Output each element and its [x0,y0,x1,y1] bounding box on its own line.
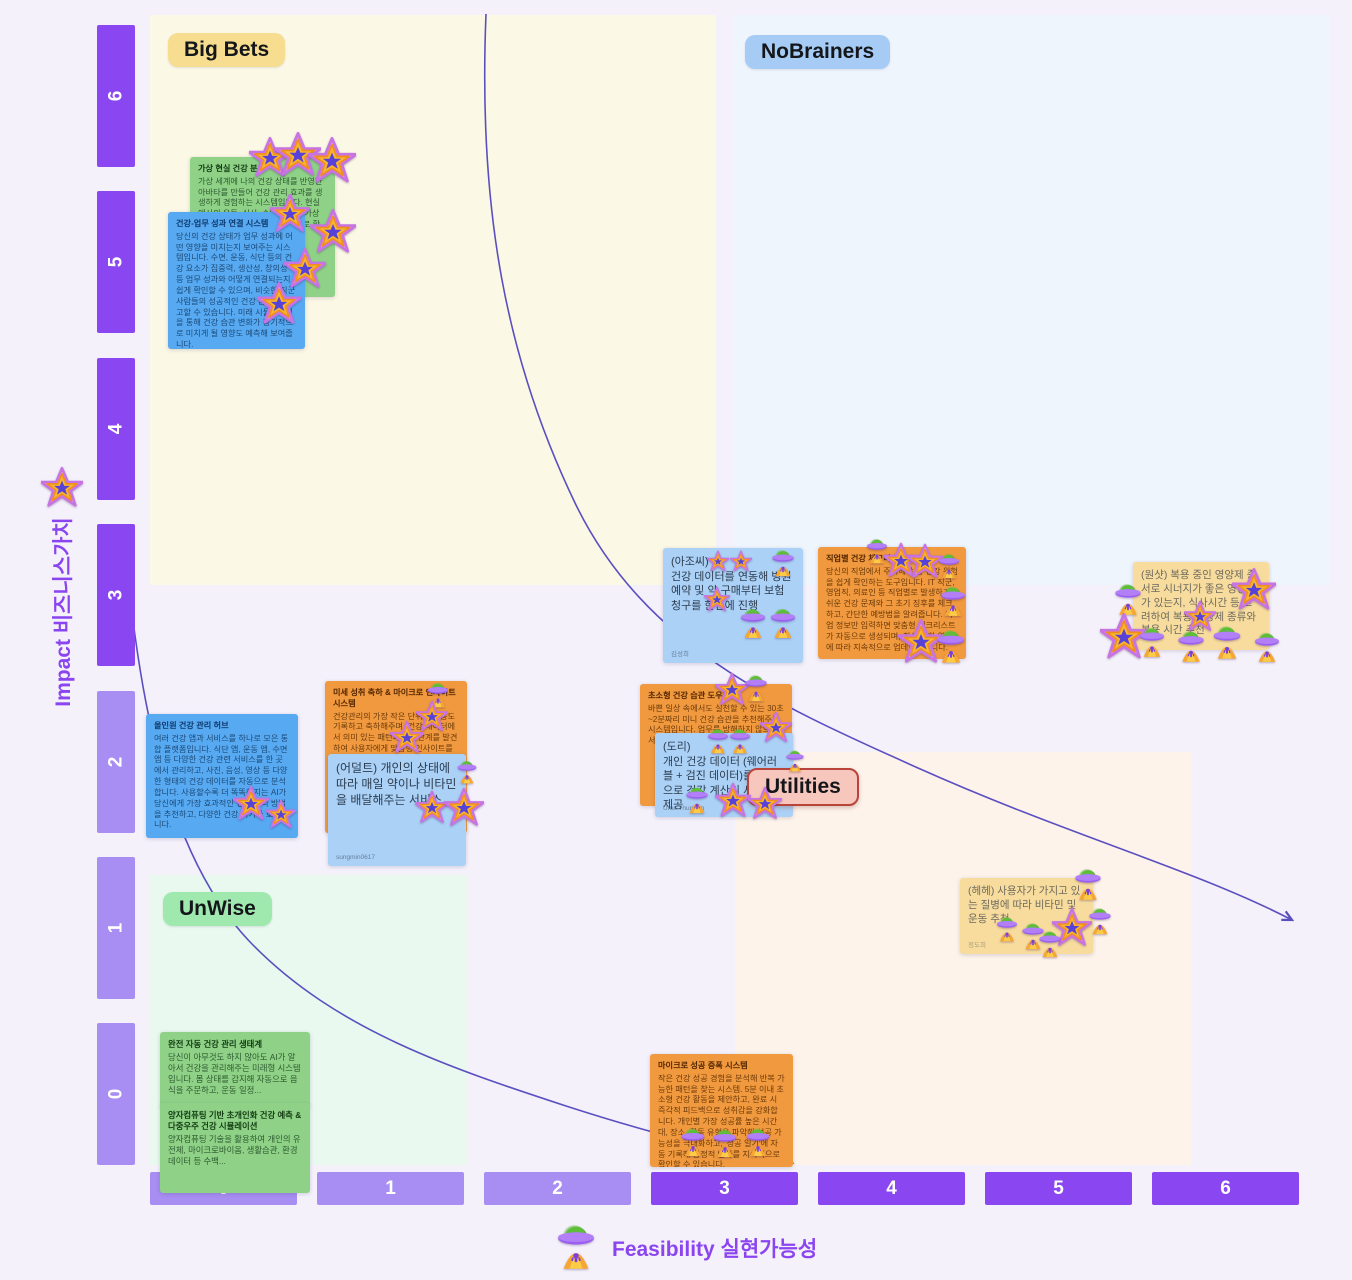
note-author: sungmin0617 [336,854,376,862]
star-sticker[interactable] [270,193,310,233]
ufo-sticker[interactable] [934,550,964,580]
star-sticker[interactable] [257,281,301,325]
ufo-sticker[interactable] [708,1125,742,1159]
note-title: 가상 현실 건강 분신 [198,164,266,173]
note-body: 당신의 건강 상태가 업무 성과에 어떤 영향을 미치는지 보여주는 시스템입니… [176,231,296,349]
x-tick-6: 6 [1152,1172,1299,1205]
ufo-sticker[interactable] [1249,628,1285,664]
x-tick-4: 4 [818,1172,965,1205]
quadrant-nobrainers-bg [733,15,1330,585]
ufo-sticker[interactable] [1172,626,1210,664]
star-sticker[interactable] [748,786,782,820]
y-tick-2: 2 [97,690,135,833]
ufo-sticker[interactable] [1207,621,1247,661]
y-axis-label: Impact 비즈니스가치 [52,517,75,707]
star-sticker[interactable] [308,136,356,184]
x-tick-5: 5 [985,1172,1132,1205]
star-sticker[interactable] [41,466,83,508]
ufo-sticker[interactable] [681,783,713,815]
ufo-sticker[interactable] [935,582,971,618]
ufo-sticker[interactable] [765,604,801,640]
quadrant-label-nobrainers[interactable]: NoBrainers [745,35,891,69]
sticky-note-quantum-health-sim[interactable]: 양자컴퓨팅 기반 초개인화 건강 예측 & 다중우주 건강 시뮬레이션 양자컴퓨팅… [160,1103,310,1193]
note-author: 정도희 [968,942,986,950]
ufo-sticker[interactable] [1034,927,1066,959]
star-sticker[interactable] [730,550,752,572]
ufo-sticker[interactable] [725,725,755,755]
quadrant-label-unwise[interactable]: UnWise [163,892,272,926]
star-sticker[interactable] [233,785,269,821]
star-sticker[interactable] [707,550,729,572]
x-axis-label: Feasibility 실현가능성 [612,1238,818,1261]
quadrant-label-big-bets[interactable]: Big Bets [168,33,286,67]
ufo-sticker[interactable] [740,671,772,703]
star-sticker[interactable] [266,799,296,829]
y-tick-4: 4 [97,357,135,500]
quadrant-utilities-bg [735,752,1191,1165]
star-sticker[interactable] [704,586,730,612]
y-tick-0: 0 [97,1023,135,1166]
y-tick-5: 5 [97,191,135,334]
star-sticker[interactable] [760,711,792,743]
x-tick-1: 1 [317,1172,464,1205]
x-tick-2: 2 [484,1172,631,1205]
star-sticker[interactable] [444,787,484,827]
ufo-sticker[interactable] [1134,623,1170,659]
star-sticker[interactable] [1232,567,1276,611]
note-title: 양자컴퓨팅 기반 초개인화 건강 예측 & 다중우주 건강 시뮬레이션 [168,1110,302,1132]
note-title: 마이크로 성공 증폭 시스템 [658,1061,748,1070]
x-tick-3: 3 [651,1172,798,1205]
ufo-sticker[interactable] [782,747,808,773]
ufo-sticker[interactable] [549,1218,603,1272]
ufo-sticker[interactable] [741,1124,775,1158]
note-title: 완전 자동 건강 관리 생태계 [168,1039,263,1049]
star-sticker[interactable] [715,782,751,818]
y-tick-3: 3 [97,524,135,667]
ufo-sticker[interactable] [767,546,799,578]
y-tick-1: 1 [97,857,135,999]
ufo-sticker[interactable] [1069,864,1107,902]
star-sticker[interactable] [390,720,424,754]
ufo-sticker[interactable] [453,757,481,785]
y-tick-6: 6 [97,25,135,167]
note-author: 김성희 [671,651,689,659]
ufo-sticker[interactable] [931,625,971,665]
note-body: 당신이 아무것도 하지 않아도 AI가 알아서 건강을 관리해주는 미래형 시스… [168,1052,301,1096]
ufo-sticker[interactable] [676,1124,710,1158]
note-title: 건강-업무 성과 연결 시스템 [176,219,269,228]
ufo-sticker[interactable] [992,913,1022,943]
note-body: 양자컴퓨팅 기술을 활용하여 개인의 유전체, 마이크로바이옴, 생활습관, 환… [168,1134,301,1167]
note-title: 올인원 건강 관리 허브 [154,721,229,730]
